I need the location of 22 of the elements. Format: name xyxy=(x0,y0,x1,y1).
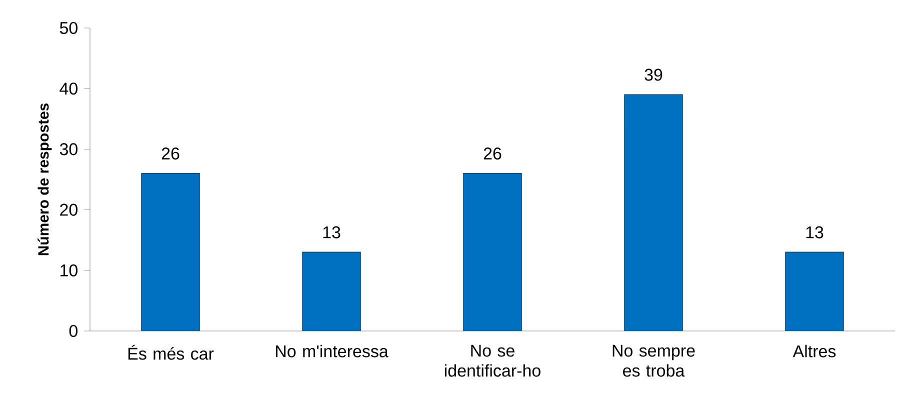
x-tick-label: És més car xyxy=(128,344,214,360)
y-tick-label: 50 xyxy=(60,22,78,34)
bar xyxy=(141,173,200,331)
y-tick-label: 40 xyxy=(60,82,78,95)
x-tick-label: No se identificar-ho xyxy=(444,344,540,377)
x-tick-label: Altres xyxy=(792,344,836,358)
data-label: 26 xyxy=(162,148,180,160)
y-tick-label: 20 xyxy=(60,204,78,216)
y-tick-label: 0 xyxy=(69,324,78,338)
data-label: 39 xyxy=(644,68,662,81)
data-label: 13 xyxy=(323,226,340,238)
bar xyxy=(624,94,683,331)
y-tick-label: 10 xyxy=(60,264,78,276)
x-tick-label: No sempre es troba xyxy=(612,344,695,377)
data-label: 26 xyxy=(484,148,502,160)
bar xyxy=(302,252,361,331)
bar xyxy=(785,252,844,331)
y-axis-title: Número de respostes xyxy=(38,103,52,256)
bar xyxy=(463,173,522,331)
y-tick-label: 30 xyxy=(60,143,78,156)
x-tick-label: No m'interessa xyxy=(276,344,388,358)
data-label: 13 xyxy=(806,226,824,238)
